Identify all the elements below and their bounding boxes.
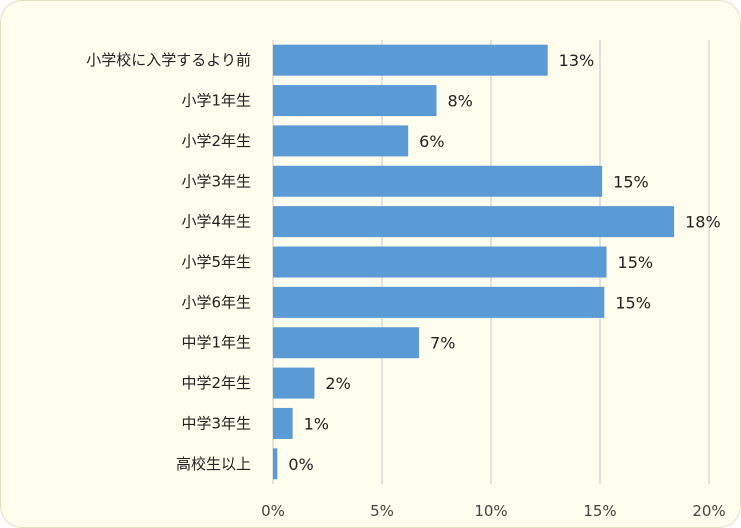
category-label: 小学1年生 bbox=[181, 92, 251, 110]
bar bbox=[273, 286, 605, 318]
bar bbox=[273, 327, 420, 359]
bar bbox=[273, 85, 437, 117]
x-tick-label: 0% bbox=[261, 502, 285, 520]
data-label: 1% bbox=[304, 414, 329, 433]
x-tick-label: 5% bbox=[370, 502, 394, 520]
x-tick-label: 10% bbox=[474, 502, 507, 520]
category-label: 中学2年生 bbox=[181, 374, 251, 392]
bar bbox=[273, 206, 675, 238]
data-label: 7% bbox=[430, 334, 455, 353]
category-label: 小学4年生 bbox=[181, 213, 251, 231]
bar bbox=[273, 367, 315, 399]
data-label: 15% bbox=[615, 293, 651, 312]
bars bbox=[273, 44, 675, 480]
category-label: 高校生以上 bbox=[176, 455, 251, 473]
bar bbox=[273, 246, 607, 278]
data-label: 13% bbox=[559, 51, 595, 70]
x-tick-label: 15% bbox=[583, 502, 616, 520]
x-tick-label: 20% bbox=[692, 502, 725, 520]
data-label: 15% bbox=[613, 172, 649, 191]
bar bbox=[273, 448, 278, 480]
category-label: 小学3年生 bbox=[181, 172, 251, 190]
category-labels: 小学校に入学するより前小学1年生小学2年生小学3年生小学4年生小学5年生小学6年… bbox=[86, 51, 251, 473]
bar bbox=[273, 165, 603, 197]
data-label: 15% bbox=[618, 253, 654, 272]
data-labels: 13% 8% 6% 15% 18% 15% 15% 7% 2% 1% 0% bbox=[288, 51, 720, 474]
category-label: 小学5年生 bbox=[181, 253, 251, 271]
category-label: 小学校に入学するより前 bbox=[86, 51, 251, 69]
data-label: 18% bbox=[685, 213, 721, 232]
category-label: 中学3年生 bbox=[181, 414, 251, 432]
bar bbox=[273, 125, 409, 157]
category-label: 小学2年生 bbox=[181, 132, 251, 150]
data-label: 2% bbox=[325, 374, 350, 393]
x-axis-ticks: 0% 5% 10% 15% 20% bbox=[261, 502, 726, 520]
category-label: 中学1年生 bbox=[181, 334, 251, 352]
bar bbox=[273, 407, 293, 439]
category-label: 小学6年生 bbox=[181, 293, 251, 311]
data-label: 8% bbox=[448, 92, 473, 111]
data-label: 6% bbox=[419, 132, 444, 151]
data-label: 0% bbox=[288, 455, 313, 474]
bar bbox=[273, 44, 548, 76]
